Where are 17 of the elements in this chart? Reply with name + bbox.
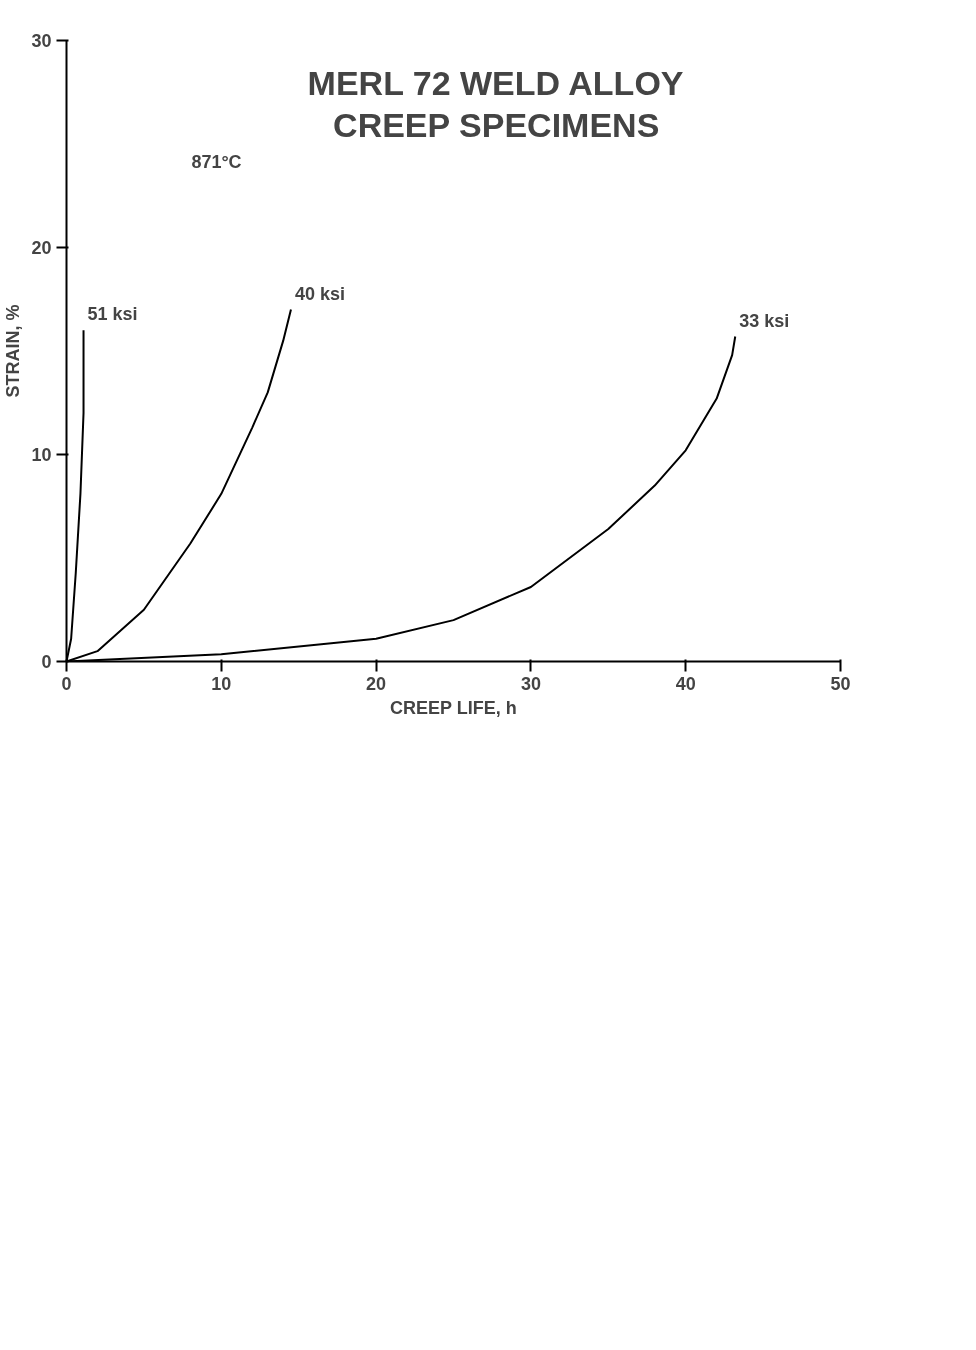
y-tick-label: 30 — [31, 31, 52, 51]
y-tick-label: 10 — [31, 445, 52, 465]
y-tick-label: 0 — [41, 652, 52, 672]
x-tick-label: 40 — [675, 673, 696, 694]
x-tick-label: 30 — [520, 673, 541, 694]
y-tick-label: 20 — [31, 238, 52, 258]
series-label: 40 ksi — [294, 283, 346, 304]
series-label: 33 ksi — [739, 310, 790, 331]
x-axis-title: CREEP LIFE, h — [389, 697, 517, 718]
series-label: 51 ksi — [87, 304, 138, 325]
x-tick-label: 10 — [211, 673, 232, 694]
y-axis-title: STRAIN, % — [3, 304, 24, 398]
x-tick-label: 20 — [366, 673, 387, 694]
x-tick-label: 0 — [61, 673, 72, 694]
annotation: 871°C — [191, 151, 242, 172]
text: MERL 72 WELD ALLOY CREEP SPECIMENS — [307, 63, 684, 144]
x-tick-label: 50 — [830, 673, 851, 694]
